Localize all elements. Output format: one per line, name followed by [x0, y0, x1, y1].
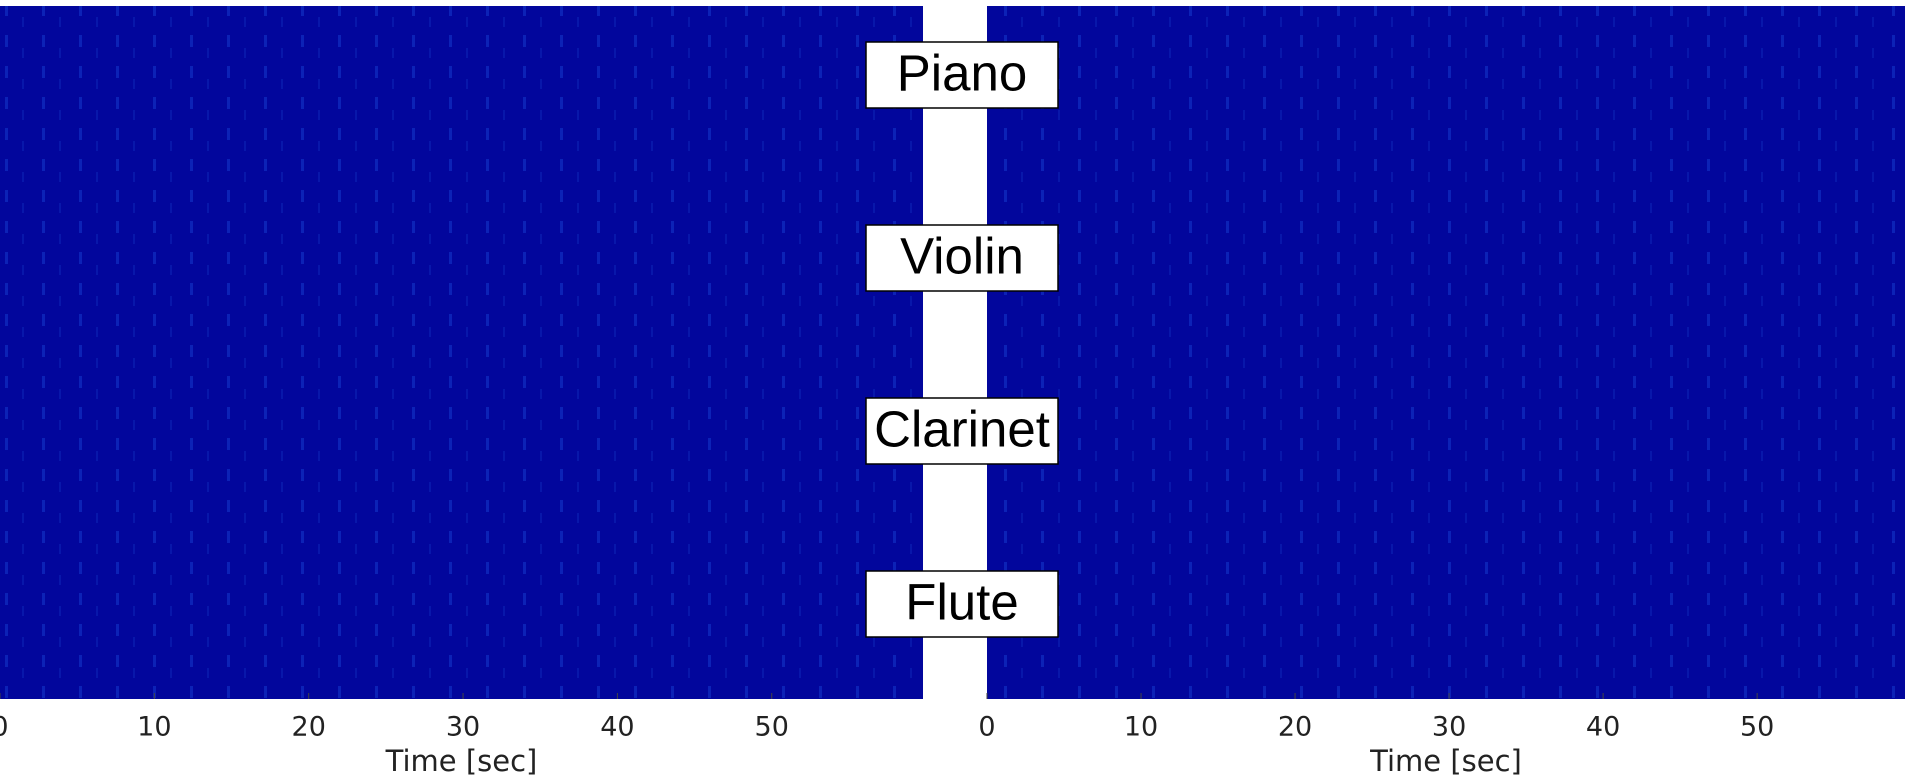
x-tick-label: 50	[1740, 712, 1774, 743]
x-tick-label: 10	[137, 712, 171, 743]
x-tick-label: 30	[1432, 712, 1466, 743]
x-axis-label: Time [sec]	[385, 744, 538, 778]
x-tick-label: 30	[446, 712, 480, 743]
instrument-label-box	[865, 570, 1059, 638]
x-axis-label: Time [sec]	[1369, 744, 1522, 778]
instrument-label: Clarinet	[874, 400, 1050, 457]
instrument-label: Flute	[905, 573, 1018, 630]
x-tick-label: 20	[292, 712, 326, 743]
x-tick-label: 40	[600, 712, 634, 743]
instrument-label: Violin	[900, 227, 1024, 284]
x-tick-label: 40	[1586, 712, 1620, 743]
instrument-label-box	[865, 41, 1059, 109]
heatmap-panel: 0 10 20 30 40 50 Time [sec]	[978, 6, 1905, 778]
heatmap-area	[987, 6, 1905, 699]
x-tick-label: 50	[755, 712, 789, 743]
heatmap-area	[0, 6, 923, 699]
x-tick-label: 0	[978, 712, 995, 743]
instrument-label-box	[865, 224, 1059, 292]
instrument-label-box	[865, 397, 1059, 465]
instrument-label: Piano	[897, 44, 1027, 101]
heatmap-panel: 0 10 20 30 40 50 Time [sec]	[0, 6, 923, 778]
x-tick-label: 10	[1124, 712, 1158, 743]
x-tick-label: 20	[1278, 712, 1312, 743]
x-tick-label: 0	[0, 712, 9, 743]
